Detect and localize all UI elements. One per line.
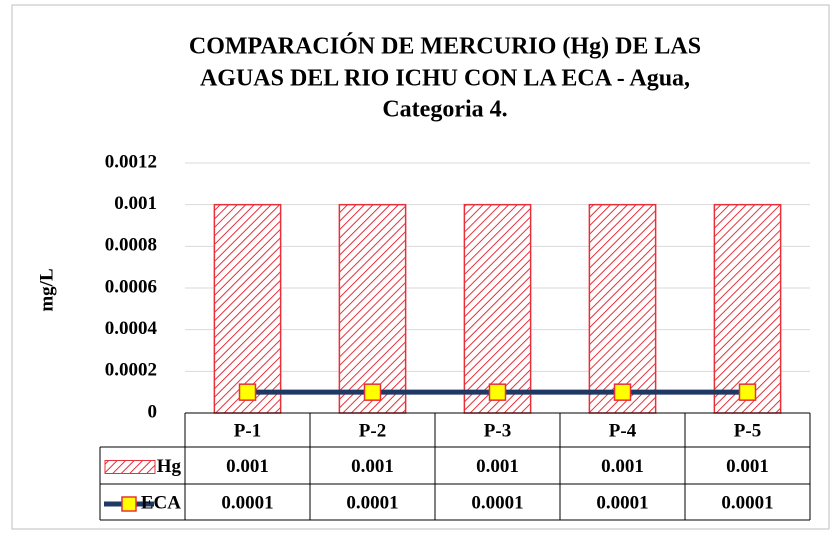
legend-label: ECA	[141, 492, 181, 513]
table-value: 0.0001	[596, 492, 648, 513]
y-tick-label: 0.0002	[105, 360, 157, 381]
table-value: 0.0001	[721, 492, 773, 513]
y-tick-label: 0.001	[114, 193, 157, 214]
table-value: 0.001	[351, 456, 394, 477]
y-axis-label: mg/L	[36, 268, 57, 311]
x-tick-label: P-1	[234, 420, 261, 441]
y-tick-label: 0.0004	[105, 318, 158, 339]
bar	[338, 203, 407, 414]
table-value: 0.001	[726, 456, 769, 477]
chart-title: COMPARACIÓN DE MERCURIO (Hg) DE LAS	[189, 33, 701, 60]
marker	[238, 383, 257, 401]
chart-title: AGUAS DEL RIO ICHU CON LA ECA - Agua,	[200, 66, 690, 92]
bar	[213, 203, 282, 414]
marker	[488, 383, 507, 401]
table-value: 0.0001	[471, 492, 523, 513]
chart-title: Categoria 4.	[382, 97, 507, 123]
y-tick-label: 0.0008	[105, 235, 157, 256]
y-tick-label: 0	[148, 401, 158, 422]
marker	[363, 383, 382, 401]
x-tick-label: P-4	[609, 420, 637, 441]
table-value: 0.001	[226, 456, 269, 477]
table-value: 0.001	[476, 456, 519, 477]
y-tick-label: 0.0006	[105, 276, 157, 297]
legend-key	[104, 460, 156, 474]
table-value: 0.001	[601, 456, 644, 477]
marker	[613, 383, 632, 401]
x-tick-label: P-2	[359, 420, 386, 441]
chart-frame	[11, 4, 830, 530]
bar	[588, 203, 657, 414]
legend-key	[121, 496, 137, 512]
marker	[738, 383, 757, 401]
bar	[463, 203, 532, 414]
table-value: 0.0001	[346, 492, 398, 513]
legend-label: Hg	[157, 456, 182, 477]
bar	[713, 203, 782, 414]
table-value: 0.0001	[221, 492, 273, 513]
x-tick-label: P-3	[484, 420, 511, 441]
x-tick-label: P-5	[734, 420, 761, 441]
y-tick-label: 0.0012	[105, 151, 157, 172]
